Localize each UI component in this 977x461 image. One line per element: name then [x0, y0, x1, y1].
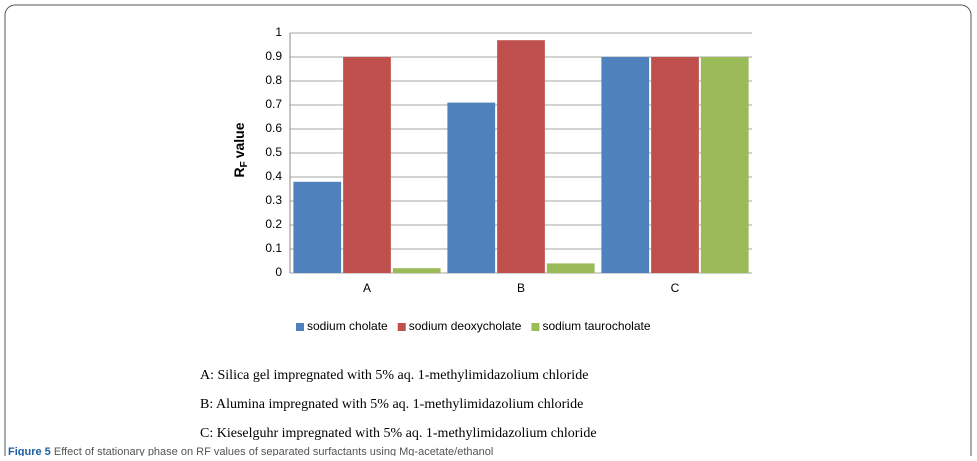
bar [293, 181, 342, 273]
y-tick-label: 0.8 [265, 73, 282, 87]
note: C: Kieselguhr impregnated with 5% aq. 1-… [200, 426, 597, 441]
caption-text: Effect of stationary phase on RF values … [54, 446, 493, 456]
y-tick-label: 0.9 [265, 49, 282, 63]
y-label-sub: F [239, 161, 250, 167]
caption: Figure 5 Effect of stationary phase on R… [8, 446, 493, 456]
y-tick-label: 0.7 [265, 97, 282, 111]
legend-label: sodium cholate [307, 319, 388, 333]
frame [4, 4, 972, 461]
y-tick-label: 0.6 [265, 121, 282, 135]
bar [343, 57, 391, 273]
bar [651, 57, 699, 273]
y-label-rest: value [231, 122, 247, 158]
y-tick-label: 0.4 [265, 169, 282, 183]
bar [392, 268, 441, 273]
x-tick-label: B [517, 281, 525, 295]
note: A: Silica gel impregnated with 5% aq. 1-… [200, 368, 588, 383]
legend-swatch [531, 323, 540, 331]
y-label-main: R [231, 167, 247, 177]
y-tick-label: 0.2 [265, 217, 282, 231]
x-tick-label: C [671, 281, 680, 295]
bar [497, 40, 545, 274]
caption-label: Figure 5 [8, 446, 51, 456]
y-tick-label: 0.3 [265, 193, 282, 207]
y-tick-label: 1 [275, 25, 282, 39]
bar [447, 102, 496, 273]
legend-label: sodium deoxycholate [409, 319, 522, 333]
note: B: Alumina impregnated with 5% aq. 1-met… [200, 397, 583, 412]
bar [601, 57, 650, 273]
x-tick-label: A [363, 281, 371, 295]
legend-swatch [296, 323, 304, 331]
y-tick-label: 0.5 [265, 145, 282, 159]
y-tick-label: 0 [275, 265, 282, 279]
y-axis-label: RFvalue [231, 122, 250, 177]
bar [546, 263, 595, 273]
legend-label: sodium taurocholate [542, 319, 650, 333]
legend-swatch [397, 323, 406, 331]
bar [700, 57, 749, 273]
y-tick-label: 0.1 [265, 241, 282, 255]
